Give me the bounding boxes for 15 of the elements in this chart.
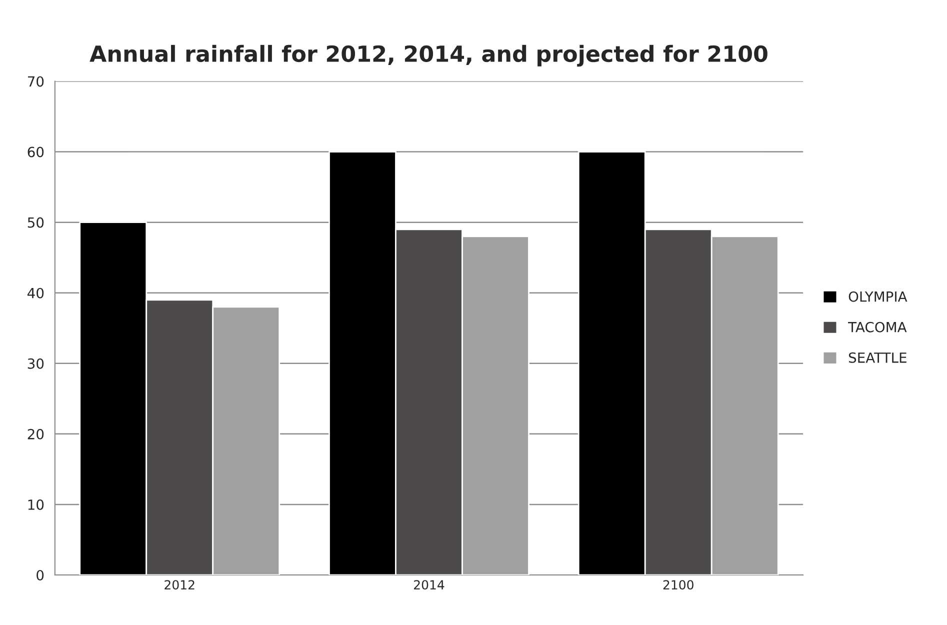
x-tick-label: 2100 [663,580,694,590]
y-tick-label: 20 [28,428,44,440]
x-tick-label: 2014 [414,580,444,590]
legend-label: OLYMPIA [848,291,908,302]
y-tick-label: 30 [28,358,44,369]
chart-title: Annual rainfall for 2012, 2014, and projected for 2100 [90,44,768,67]
x-tick-label: 2012 [164,580,194,590]
y-tick-label: 60 [28,146,44,158]
legend-label: SEATTLE [848,352,906,363]
y-tick-label: 0 [36,570,44,580]
y-tick-label: 50 [28,217,44,228]
y-tick-label: 70 [28,76,44,87]
y-tick-label: 10 [28,499,44,510]
legend-label: TACOMA [848,322,907,332]
y-tick-label: 40 [28,288,44,298]
